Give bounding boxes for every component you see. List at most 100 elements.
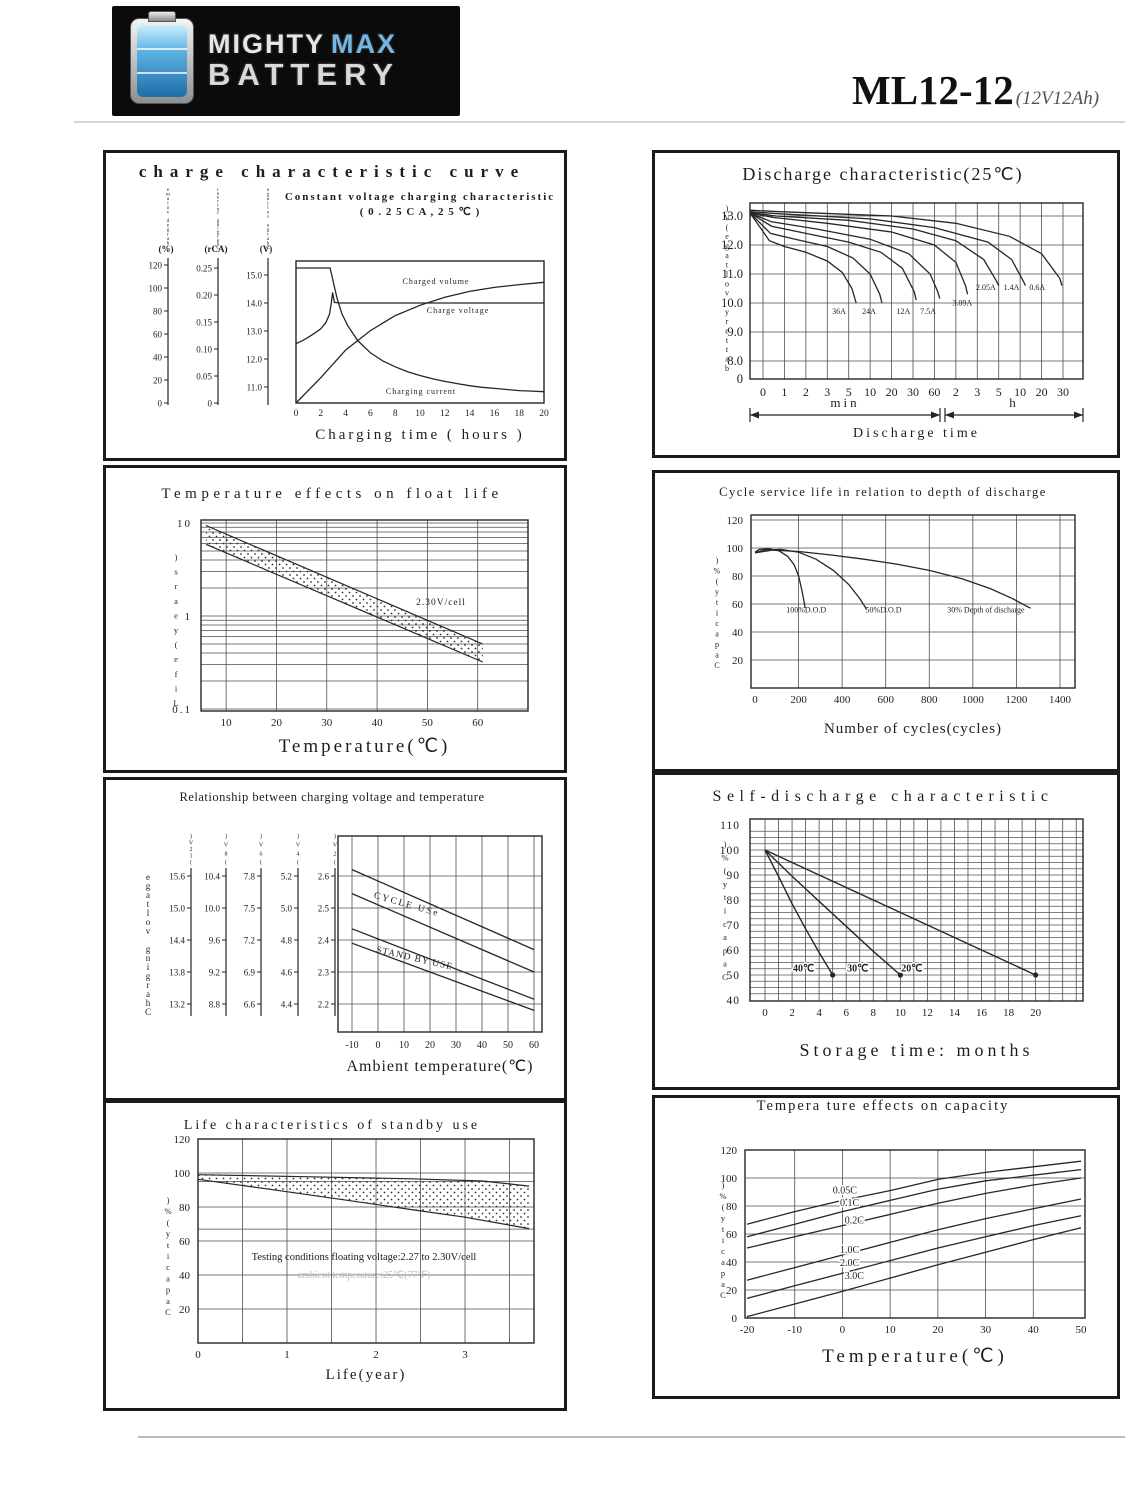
discharge-series-12A <box>749 212 917 301</box>
discharge-series-1.4A <box>750 211 1027 286</box>
volt_temp-axis4-name: ) V 2 ( <box>333 833 338 866</box>
chart-text: y <box>715 588 719 597</box>
chart-text: n <box>217 223 220 228</box>
chart-text: e <box>167 188 170 193</box>
discharge-series-24A <box>749 212 883 304</box>
chart-text: e <box>146 872 150 882</box>
chart-text: t <box>722 1224 725 1234</box>
volt_temp-figure: Relationship between charging voltage an… <box>145 790 543 1075</box>
self_discharge-x-tick: 8 <box>871 1007 877 1019</box>
chart-text: C <box>145 1007 151 1017</box>
discharge-series-label-3.09A: 3.09A <box>952 298 972 307</box>
chart-text: t <box>217 188 219 193</box>
charge-series-label-charging-current: Charging current <box>386 387 456 396</box>
chart-text: ) <box>190 833 192 840</box>
chart-text: e <box>725 232 729 241</box>
chart-text: 2 <box>190 847 193 853</box>
charge-axis1-tick: 0.10 <box>196 345 212 355</box>
discharge-x-tick: 30 <box>907 385 919 399</box>
charge-axis0-tick: 0 <box>158 399 163 409</box>
chart-text: y <box>174 625 179 635</box>
charge-axis2-tick: 13.0 <box>246 327 262 337</box>
standby_life-y-tick: 60 <box>179 1236 191 1248</box>
chart-text: ( <box>225 859 227 866</box>
standby_life-x-tick: 1 <box>284 1349 290 1361</box>
charge-series-label-charged-volume: Charged volume <box>403 277 470 286</box>
volt_temp-axis0-name: )V21( <box>189 833 194 866</box>
brand-text: MIGHTY MAX BATTERY <box>208 31 400 90</box>
chart-charge-characteristic: charge characteristic curve Constant volt… <box>103 150 567 461</box>
chart-text: l <box>726 270 729 279</box>
temp_capacity-y-tick: 100 <box>721 1173 738 1185</box>
charge-axis1-tick: 0 <box>208 399 213 409</box>
discharge-x-tick: 0 <box>760 385 766 399</box>
discharge-x-tick: 3 <box>824 385 830 399</box>
chart-text: o <box>725 279 729 288</box>
charge-axis0-tick: 20 <box>153 376 163 386</box>
brand-logo: MIGHTY MAX BATTERY <box>112 6 460 116</box>
chart-text: a <box>721 1257 725 1267</box>
temp_capacity-x-tick: 20 <box>932 1324 944 1336</box>
discharge-series-0.6A <box>750 209 1063 286</box>
discharge-y-tick: 9.0 <box>727 325 743 339</box>
volt_temp-axis1-tick: 10.0 <box>204 904 220 914</box>
chart-text: p <box>723 945 727 955</box>
standby_life-y-tick: 20 <box>179 1304 191 1316</box>
cycle_life-series-100pct-dod <box>754 548 806 609</box>
chart-text: t <box>724 892 727 902</box>
volt_temp-axis1-tick: 9.2 <box>209 968 220 978</box>
discharge-x-tick: 10 <box>1014 385 1026 399</box>
discharge-x-tick: 10 <box>864 385 876 399</box>
chart-text: y <box>166 1229 171 1239</box>
charge-axis0-header: (%) <box>159 244 174 254</box>
chart-text: ) <box>724 839 727 849</box>
chart-text: % <box>714 567 721 576</box>
chart-text: C <box>714 661 719 670</box>
self_discharge-y-tick: 50 <box>727 970 741 982</box>
chart-text: C <box>216 246 220 251</box>
chart-text: v <box>146 926 151 936</box>
standby_life-x-axis-label: Life(year) <box>326 1367 407 1383</box>
chart-temperature-capacity: Tempera ture effects on capacity 0.05C 0.1… <box>652 1095 1120 1399</box>
chart-text: l <box>147 908 150 918</box>
chart-text: u <box>217 207 220 212</box>
chart-text: V <box>296 843 301 849</box>
chart-text: c <box>166 1262 170 1272</box>
chart-text: a <box>167 237 170 242</box>
chart-text: r <box>726 317 729 326</box>
self_discharge-x-tick: 10 <box>895 1007 907 1019</box>
self_discharge-grid <box>750 819 1083 1001</box>
volt_temp-axis0-tick: 13.2 <box>169 1000 185 1010</box>
volt_temp-x-axis-label: Ambient temperature(℃) <box>346 1058 533 1075</box>
cycle_life-x-tick: 0 <box>752 694 758 706</box>
chart-text: t <box>726 345 729 354</box>
discharge-figure: Discharge characteristic(25℃) 36A 24A 12A 7.… <box>721 164 1084 441</box>
chart-text: o <box>267 210 270 215</box>
volt_temp-axis2-name: ) V 6 ( <box>259 833 264 866</box>
volt_temp-axis2-tick: 7.2 <box>244 936 255 946</box>
temp_capacity-series-label-2.0C: 2.0C <box>840 1258 860 1269</box>
chart-text: a <box>725 251 729 260</box>
charge-x-tick: 4 <box>343 409 348 419</box>
discharge-grid <box>750 203 1083 379</box>
discharge-x-tick: 1 <box>781 385 787 399</box>
chart-text: h <box>267 242 270 247</box>
self_discharge-y-tick: 40 <box>727 995 741 1007</box>
chart-text: e <box>267 224 270 229</box>
float_life-y-tick: 1 <box>185 611 193 623</box>
standby_life-grid <box>198 1138 534 1343</box>
chart-text: r <box>217 200 219 205</box>
discharge-y-tick: 10.0 <box>721 296 743 310</box>
charge-x-tick: 6 <box>368 409 373 419</box>
cycle_life-x-tick: 600 <box>877 694 894 706</box>
volt_temp-series-cycle-use-lower <box>351 893 535 973</box>
standby_life-annotation-0: Testing conditions floating voltage:2.27… <box>252 1252 477 1263</box>
cycle_life-y-tick: 20 <box>732 655 744 667</box>
charge-x-tick: 18 <box>514 409 524 419</box>
chart-text: v <box>167 210 170 215</box>
chart-text: o <box>146 917 151 927</box>
charge-axis2-tick: 14.0 <box>246 299 262 309</box>
chart-text: h <box>167 242 170 247</box>
